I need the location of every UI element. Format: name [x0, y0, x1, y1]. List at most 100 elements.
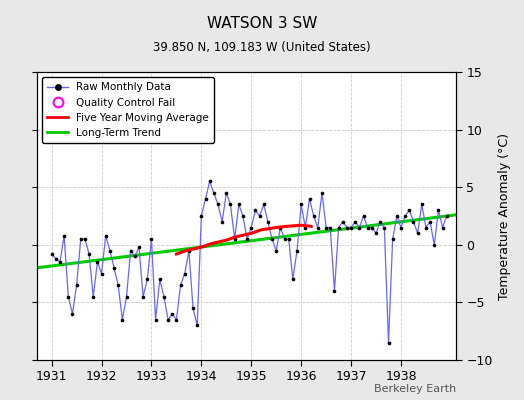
Point — [222, 190, 231, 196]
Point — [247, 224, 256, 231]
Point — [139, 294, 147, 300]
Point — [56, 259, 64, 265]
Point — [388, 236, 397, 242]
Point — [201, 196, 210, 202]
Point — [81, 236, 89, 242]
Point — [193, 322, 201, 329]
Point — [64, 294, 72, 300]
Point — [135, 244, 143, 250]
Point — [380, 224, 389, 231]
Point — [280, 236, 289, 242]
Point — [226, 201, 235, 208]
Point — [351, 218, 359, 225]
Point — [434, 207, 443, 214]
Point — [97, 270, 106, 277]
Point — [243, 236, 252, 242]
Point — [251, 207, 259, 214]
Point — [409, 218, 418, 225]
Point — [293, 247, 301, 254]
Point — [214, 201, 222, 208]
Point — [147, 236, 156, 242]
Text: WATSON 3 SW: WATSON 3 SW — [207, 16, 317, 32]
Point — [368, 224, 376, 231]
Point — [276, 224, 285, 231]
Point — [364, 224, 372, 231]
Point — [89, 294, 97, 300]
Point — [330, 288, 339, 294]
Point — [118, 316, 127, 323]
Point — [93, 259, 102, 265]
Point — [60, 232, 68, 239]
Point — [130, 253, 139, 260]
Point — [210, 190, 218, 196]
Point — [259, 201, 268, 208]
Text: Berkeley Earth: Berkeley Earth — [374, 384, 456, 394]
Point — [439, 224, 447, 231]
Point — [181, 270, 189, 277]
Point — [343, 224, 351, 231]
Point — [392, 213, 401, 219]
Point — [143, 276, 151, 282]
Point — [114, 282, 123, 288]
Point — [168, 311, 177, 317]
Point — [443, 213, 451, 219]
Point — [110, 265, 118, 271]
Point — [151, 316, 160, 323]
Point — [347, 224, 355, 231]
Point — [231, 236, 239, 242]
Point — [426, 218, 434, 225]
Point — [239, 213, 247, 219]
Point — [189, 305, 197, 311]
Point — [106, 247, 114, 254]
Point — [376, 218, 385, 225]
Point — [397, 224, 405, 231]
Text: 39.850 N, 109.183 W (United States): 39.850 N, 109.183 W (United States) — [153, 42, 371, 54]
Point — [156, 276, 164, 282]
Point — [339, 218, 347, 225]
Point — [102, 232, 110, 239]
Point — [264, 218, 272, 225]
Point — [413, 230, 422, 236]
Point — [51, 256, 60, 262]
Point — [48, 251, 56, 257]
Point — [164, 316, 172, 323]
Point — [334, 224, 343, 231]
Point — [322, 224, 330, 231]
Point — [326, 224, 334, 231]
Point — [205, 178, 214, 185]
Point — [359, 213, 368, 219]
Point — [372, 230, 380, 236]
Point — [218, 218, 226, 225]
Point — [160, 294, 168, 300]
Point — [355, 224, 364, 231]
Point — [172, 316, 181, 323]
Point — [401, 213, 409, 219]
Point — [418, 201, 426, 208]
Point — [177, 282, 185, 288]
Y-axis label: Temperature Anomaly (°C): Temperature Anomaly (°C) — [498, 132, 511, 300]
Point — [313, 224, 322, 231]
Point — [68, 311, 77, 317]
Point — [197, 213, 205, 219]
Point — [310, 213, 318, 219]
Point — [422, 224, 430, 231]
Point — [122, 294, 130, 300]
Point — [318, 190, 326, 196]
Point — [297, 201, 305, 208]
Point — [384, 340, 392, 346]
Point — [184, 247, 193, 254]
Point — [77, 236, 85, 242]
Point — [285, 236, 293, 242]
Point — [126, 247, 135, 254]
Point — [235, 201, 243, 208]
Point — [272, 247, 280, 254]
Point — [305, 196, 314, 202]
Point — [430, 242, 439, 248]
Legend: Raw Monthly Data, Quality Control Fail, Five Year Moving Average, Long-Term Tren: Raw Monthly Data, Quality Control Fail, … — [42, 77, 214, 143]
Point — [268, 236, 276, 242]
Point — [255, 213, 264, 219]
Point — [405, 207, 413, 214]
Point — [289, 276, 297, 282]
Point — [85, 251, 93, 257]
Point — [72, 282, 81, 288]
